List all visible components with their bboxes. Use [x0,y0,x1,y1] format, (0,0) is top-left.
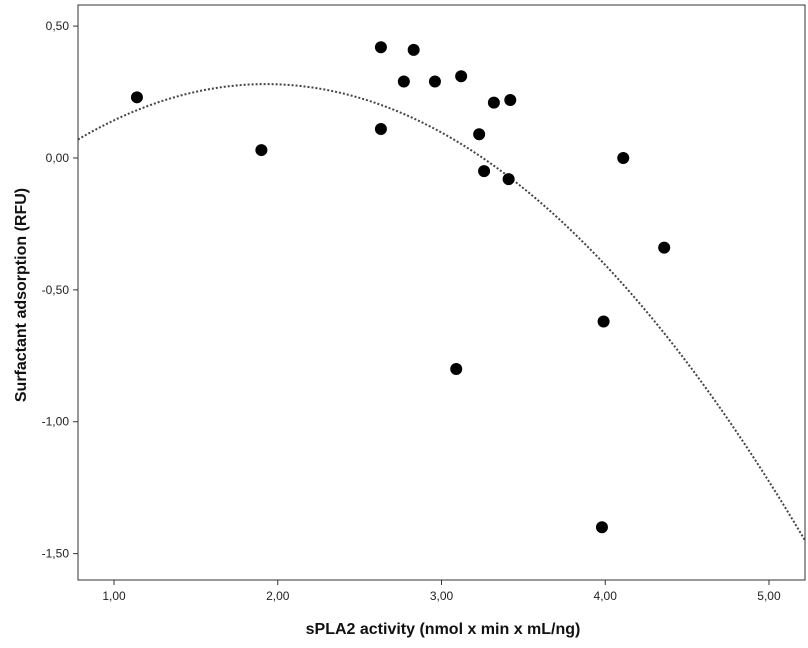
x-tick-label: 4,00 [594,589,618,603]
x-tick-label: 5,00 [757,589,781,603]
y-axis-ticks: 0,50 0,00 -0,50 -1,00 -1,50 [42,19,78,561]
data-point [428,75,441,88]
fit-curve-layer [77,83,806,541]
x-tick-label: 3,00 [430,589,454,603]
y-tick-label: -0,50 [42,283,70,297]
data-point [455,70,468,83]
data-point [407,43,420,56]
data-point [374,41,387,54]
y-axis-title: Surfactant adsorption (RFU) [13,188,30,402]
data-point [374,122,387,135]
x-tick-label: 2,00 [266,589,290,603]
data-point [658,241,671,254]
y-tick-label: 0,00 [46,151,70,165]
plot-frame [77,4,806,581]
data-points [130,41,671,534]
y-tick-label: -1,50 [42,547,70,561]
x-axis-title: sPLA2 activity (nmol x min x mL/ng) [306,621,581,638]
x-axis-ticks: 1,00 2,00 3,00 4,00 5,00 [102,580,781,603]
data-point [595,521,608,534]
y-tick-label: -1,00 [42,415,70,429]
y-tick-label: 0,50 [46,19,70,33]
data-point [597,315,610,328]
plot-border [77,4,806,581]
fit-curve [77,83,806,541]
data-point [504,93,517,106]
data-point [487,96,500,109]
data-point [130,91,143,104]
data-point [450,362,463,375]
x-tick-label: 1,00 [102,589,126,603]
data-point [617,151,630,164]
data-point [397,75,410,88]
data-point [502,173,515,186]
data-point [255,144,268,157]
data-point [478,165,491,178]
data-point [473,128,486,141]
